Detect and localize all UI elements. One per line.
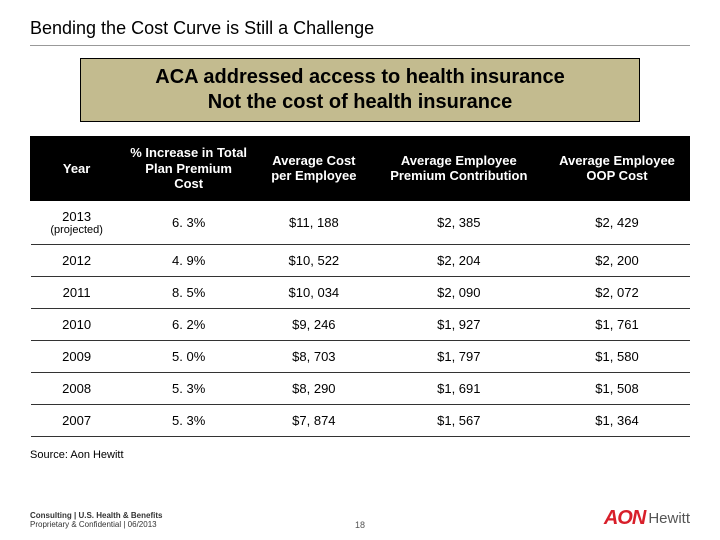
cell-year: 2013(projected): [31, 200, 123, 244]
cell-oop: $1, 508: [544, 372, 689, 404]
cell-year: 2009: [31, 340, 123, 372]
slide: Bending the Cost Curve is Still a Challe…: [0, 0, 720, 461]
cell-year-sub: (projected): [37, 224, 117, 236]
table-row: 20075. 3%$7, 874$1, 567$1, 364: [31, 404, 690, 436]
footer-line2: Proprietary & Confidential | 06/2013: [30, 520, 162, 530]
cell-year: 2008: [31, 372, 123, 404]
cell-premium: $1, 691: [373, 372, 544, 404]
logo: AON Hewitt: [604, 507, 690, 530]
cell-premium: $2, 204: [373, 244, 544, 276]
cell-pct: 4. 9%: [123, 244, 255, 276]
cell-avg_cost: $10, 034: [255, 276, 374, 308]
col-pct-increase: % Increase in Total Plan Premium Cost: [123, 137, 255, 201]
cell-oop: $2, 200: [544, 244, 689, 276]
page-title: Bending the Cost Curve is Still a Challe…: [30, 18, 690, 46]
cell-year: 2011: [31, 276, 123, 308]
cell-avg_cost: $11, 188: [255, 200, 374, 244]
callout-box: ACA addressed access to health insurance…: [80, 58, 640, 122]
cell-avg_cost: $8, 703: [255, 340, 374, 372]
cell-oop: $1, 580: [544, 340, 689, 372]
cell-premium: $1, 567: [373, 404, 544, 436]
cell-oop: $1, 364: [544, 404, 689, 436]
cost-table: Year % Increase in Total Plan Premium Co…: [30, 136, 690, 437]
cell-avg_cost: $7, 874: [255, 404, 374, 436]
cell-oop: $1, 761: [544, 308, 689, 340]
cell-premium: $2, 385: [373, 200, 544, 244]
callout-line2: Not the cost of health insurance: [91, 90, 629, 115]
footer: Consulting | U.S. Health & Benefits Prop…: [30, 507, 690, 530]
cell-oop: $2, 429: [544, 200, 689, 244]
cell-oop: $2, 072: [544, 276, 689, 308]
table-row: 20095. 0%$8, 703$1, 797$1, 580: [31, 340, 690, 372]
table-row: 20124. 9%$10, 522$2, 204$2, 200: [31, 244, 690, 276]
cell-pct: 5. 0%: [123, 340, 255, 372]
footer-line1: Consulting | U.S. Health & Benefits: [30, 511, 162, 521]
cell-avg_cost: $10, 522: [255, 244, 374, 276]
cell-avg_cost: $8, 290: [255, 372, 374, 404]
col-year: Year: [31, 137, 123, 201]
cell-pct: 6. 2%: [123, 308, 255, 340]
footer-left: Consulting | U.S. Health & Benefits Prop…: [30, 511, 162, 530]
logo-aon-text: AON: [604, 507, 645, 530]
table-header-row: Year % Increase in Total Plan Premium Co…: [31, 137, 690, 201]
callout-line1: ACA addressed access to health insurance: [91, 65, 629, 90]
table-row: 20106. 2%$9, 246$1, 927$1, 761: [31, 308, 690, 340]
cell-year: 2007: [31, 404, 123, 436]
cell-pct: 6. 3%: [123, 200, 255, 244]
col-oop: Average Employee OOP Cost: [544, 137, 689, 201]
cell-pct: 8. 5%: [123, 276, 255, 308]
cell-avg_cost: $9, 246: [255, 308, 374, 340]
cell-premium: $2, 090: [373, 276, 544, 308]
cell-premium: $1, 797: [373, 340, 544, 372]
logo-hewitt-text: Hewitt: [648, 510, 690, 527]
table-row: 20085. 3%$8, 290$1, 691$1, 508: [31, 372, 690, 404]
cell-year: 2012: [31, 244, 123, 276]
table-body: 2013(projected)6. 3%$11, 188$2, 385$2, 4…: [31, 200, 690, 436]
cell-pct: 5. 3%: [123, 372, 255, 404]
col-avg-cost: Average Cost per Employee: [255, 137, 374, 201]
source-text: Source: Aon Hewitt: [30, 449, 690, 461]
col-premium: Average Employee Premium Contribution: [373, 137, 544, 201]
page-number: 18: [355, 520, 365, 530]
cell-premium: $1, 927: [373, 308, 544, 340]
table-row: 20118. 5%$10, 034$2, 090$2, 072: [31, 276, 690, 308]
table-row: 2013(projected)6. 3%$11, 188$2, 385$2, 4…: [31, 200, 690, 244]
cell-year: 2010: [31, 308, 123, 340]
cell-pct: 5. 3%: [123, 404, 255, 436]
